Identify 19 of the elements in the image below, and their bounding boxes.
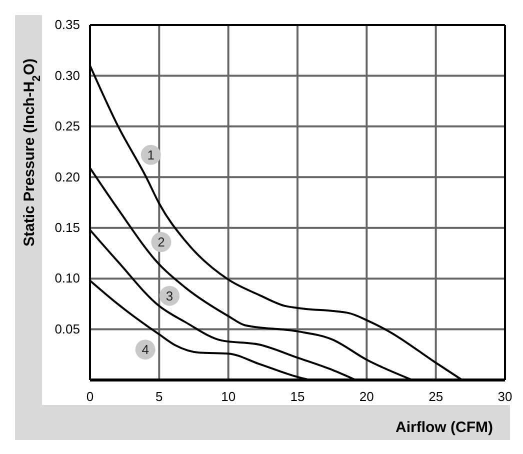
y-tick-label: 0.30 [54,68,80,83]
y-tick-label: 0.20 [54,169,80,184]
y-tick-label: 0.35 [54,17,80,32]
y-tick-label: 0.10 [54,270,80,286]
x-tick-label: 5 [156,389,163,404]
y-tick-label: 0.15 [54,220,80,236]
x-axis-title: Airflow (CFM) [396,419,493,436]
annotation: 2 [158,234,165,250]
x-tick-label: 25 [428,389,444,404]
y-tick-label: 0.25 [54,118,80,134]
annotation: 3 [166,288,174,304]
x-tick-label: 0 [86,389,94,404]
y-tick-label: 0.05 [54,321,80,336]
x-tick-label: 30 [498,389,512,404]
x-tick-label: 15 [290,389,305,404]
annotation: 1 [147,147,154,162]
x-tick-label: 10 [221,389,236,404]
annotation: 4 [142,342,149,358]
x-tick-label: 20 [359,389,374,404]
